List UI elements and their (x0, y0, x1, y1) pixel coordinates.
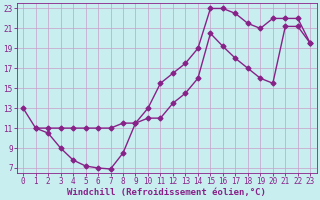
X-axis label: Windchill (Refroidissement éolien,°C): Windchill (Refroidissement éolien,°C) (67, 188, 266, 197)
